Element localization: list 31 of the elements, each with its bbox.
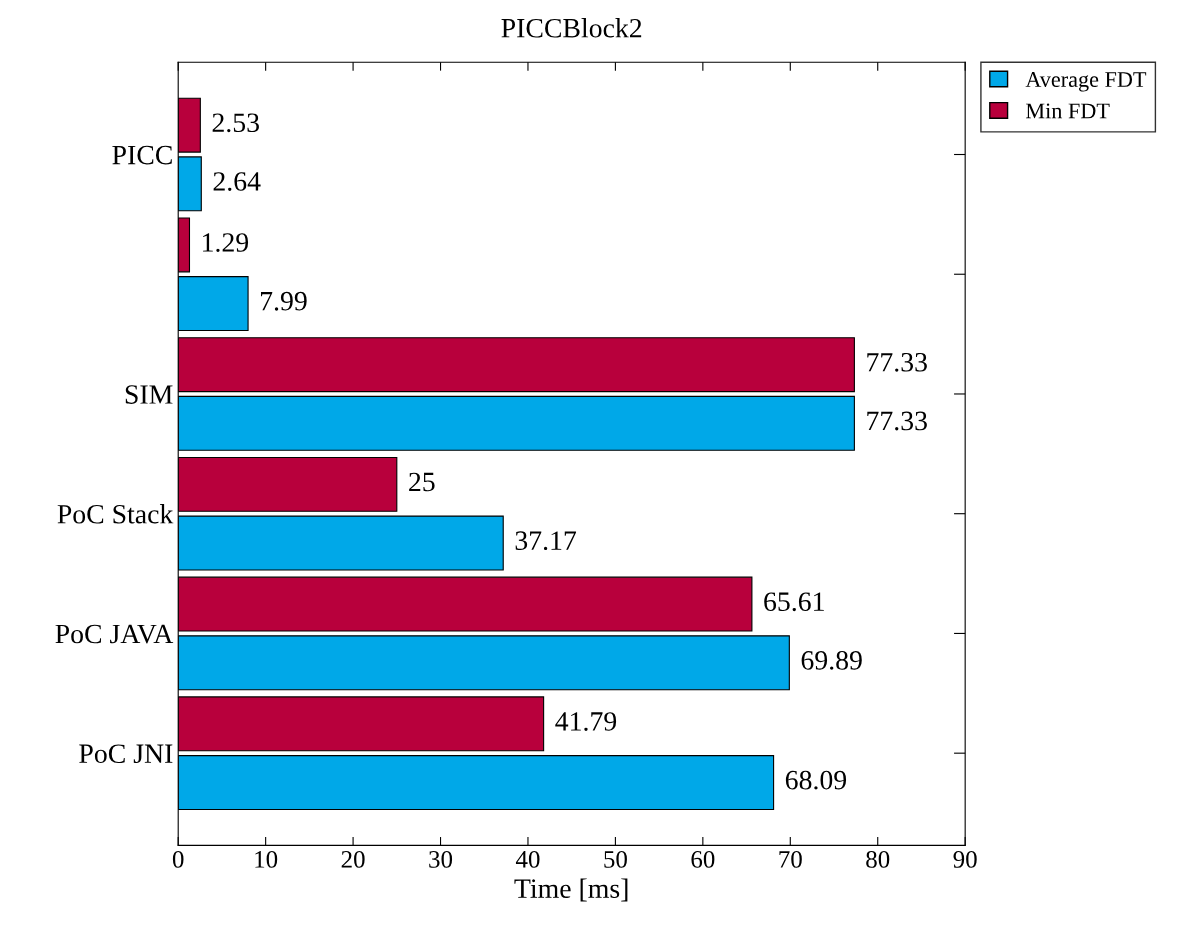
data-label: 77.33 [867, 352, 927, 372]
x-tick-label: 60 [691, 850, 715, 868]
x-tick-label: 50 [604, 850, 627, 868]
data-label: 77.33 [867, 411, 927, 431]
data-label: 68.09 [785, 770, 847, 790]
data-label: 7.99 [261, 291, 307, 311]
chart-title: PICCBlock2 [501, 18, 642, 38]
y-tick-label: PoC JAVA [55, 624, 174, 644]
x-tick-label: 90 [953, 850, 977, 868]
data-label: 65.61 [764, 592, 824, 612]
data-label: 69.89 [801, 650, 862, 670]
x-axis-title: Time [ms] [514, 878, 628, 902]
x-tick-label: 70 [779, 850, 802, 868]
x-tick-label: 30 [429, 850, 453, 868]
x-tick-label: 40 [515, 850, 540, 868]
y-tick-label: PoC Stack [57, 504, 174, 524]
y-tick-label: PICC [112, 145, 172, 165]
data-label: 2.64 [213, 172, 261, 191]
data-label: 25 [409, 472, 435, 492]
data-label: 2.53 [212, 113, 259, 133]
legend-label: Average FDT [1025, 72, 1147, 92]
data-label: 1.29 [203, 233, 249, 252]
y-tick-label: PoC JNI [79, 744, 173, 764]
x-tick-label: 80 [866, 850, 890, 868]
x-tick-label: 10 [255, 850, 278, 868]
data-label: 41.79 [555, 712, 617, 731]
x-tick-label: 20 [341, 850, 365, 868]
x-tick-label: 0 [172, 850, 184, 868]
legend-label: Min FDT [1025, 103, 1110, 119]
data-label: 37.17 [515, 531, 577, 551]
y-tick-label: SIM [125, 385, 173, 404]
